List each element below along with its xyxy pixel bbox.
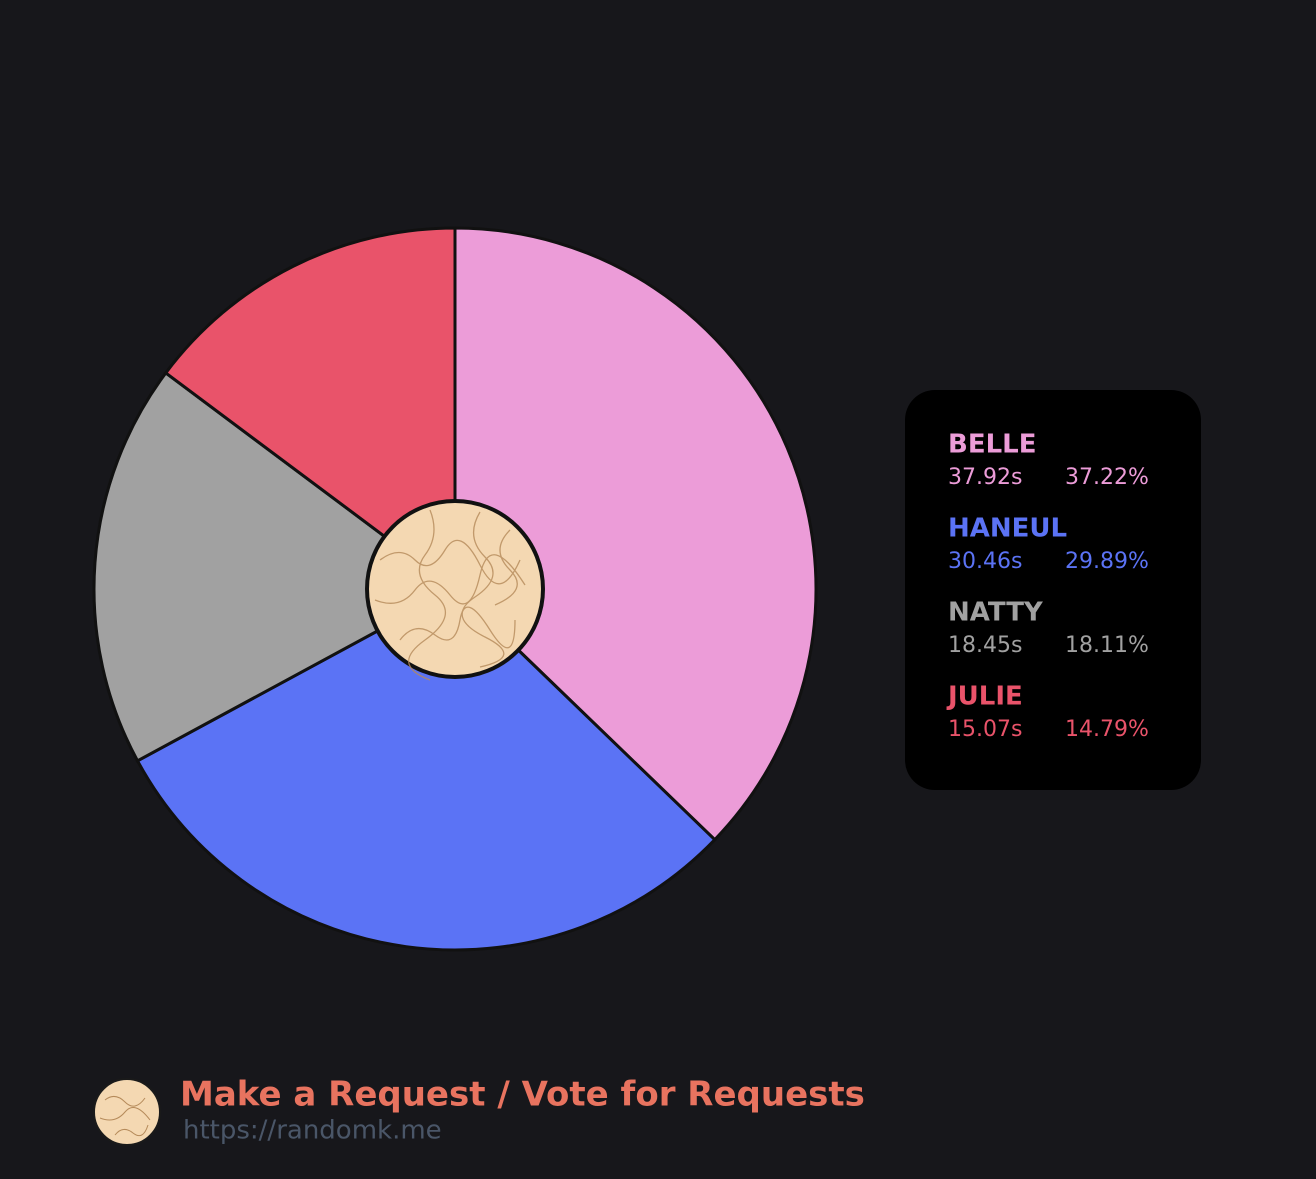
legend-percent: 14.79% [1065,717,1149,742]
footer-url: https://randomk.me [183,1116,442,1146]
pie-slice [163,226,457,592]
legend-seconds: 30.46s [948,549,1022,574]
legend-seconds: 37.92s [948,465,1022,490]
legend-seconds: 18.45s [948,633,1022,658]
pie-slice [135,587,717,952]
pie [92,226,818,952]
legend: BELLE 37.92s 37.22% HANEUL 30.46s 29.89% NATTY… [946,430,1149,743]
legend-name: HANEUL [948,514,1067,544]
legend-name: NATTY [948,598,1044,628]
footer-title: Make a Request / Vote for Requests [180,1075,865,1115]
pie-slice [453,226,818,842]
legend-percent: 37.22% [1065,465,1149,490]
legend-percent: 18.11% [1065,633,1149,658]
pie-slice [92,370,458,763]
footer-logo [93,1078,161,1146]
legend-seconds: 15.07s [948,717,1022,742]
legend-name: BELLE [948,430,1036,460]
footer-logo-texture [99,1096,151,1137]
footer: Make a Request / Vote for Requests https… [93,1075,865,1146]
legend-percent: 29.89% [1065,549,1149,574]
legend-name: JULIE [946,682,1023,712]
legend-box [905,390,1201,790]
center-emblem [365,499,545,681]
